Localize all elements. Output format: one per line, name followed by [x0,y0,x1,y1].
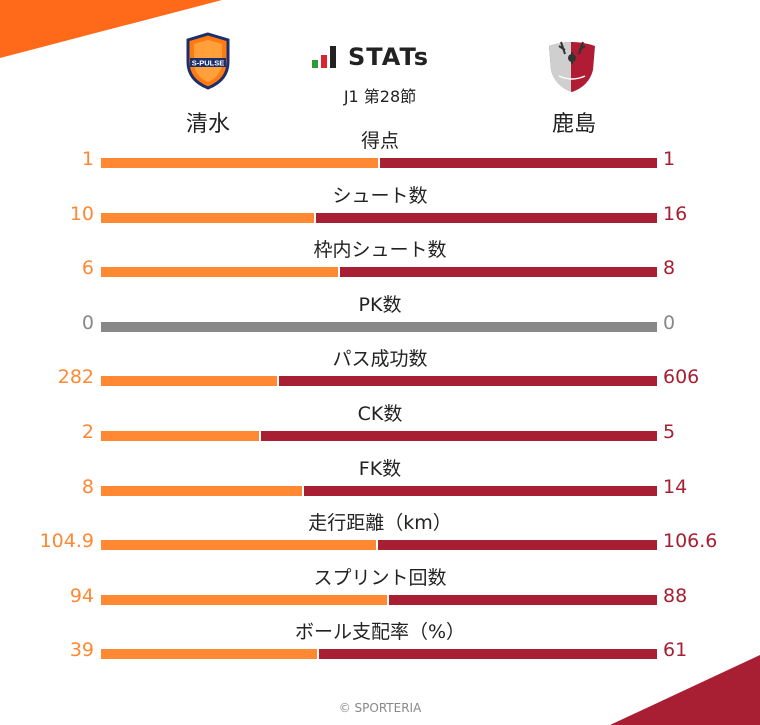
bar-divider [317,649,319,660]
away-bar [340,267,657,278]
neutral-bar [101,321,657,332]
away-value: 606 [663,366,700,389]
header: S-PULSE STATs J1 第28節 清水 鹿島 [0,0,760,140]
home-team-name: 清水 [185,112,230,137]
stat-row: ボール支配率（%） 39 61 [0,617,760,671]
bar-divider [387,594,389,605]
home-value: 10 [69,202,94,225]
stat-row: 枠内シュート数 6 8 [0,235,760,289]
bar-divider [277,376,279,387]
away-value: 61 [663,639,688,662]
stat-label: シュート数 [332,184,428,207]
away-value: 106.6 [663,530,718,553]
home-value: 1 [81,148,94,170]
away-value: 1 [663,148,676,170]
stat-bar [101,321,657,332]
home-value: 104.9 [39,530,94,553]
stat-label: FK数 [358,457,402,480]
home-value: 8 [81,475,94,498]
home-bar [101,376,277,387]
home-bar [101,212,314,223]
stat-bar [101,212,657,223]
home-bar [101,431,259,441]
orange-corner-stripe [0,0,222,58]
away-value: 8 [663,257,676,280]
red-corner-stripe [610,655,760,725]
stat-row: スプリント回数 94 88 [0,563,760,617]
away-bar [304,485,657,496]
stat-row: シュート数 10 16 [0,181,760,235]
home-value: 0 [81,311,94,334]
home-value: 94 [69,584,94,607]
bar-divider [314,212,316,223]
stat-bar [101,267,657,278]
home-bar [101,158,378,168]
stat-bar [101,594,657,605]
away-bar [389,594,657,605]
away-bar [279,376,657,387]
home-bar [101,540,376,551]
bar-divider [259,431,261,441]
home-bar [101,485,302,496]
away-bar [261,431,657,441]
stat-label: PK数 [358,293,402,316]
stat-label: スプリント回数 [313,566,447,589]
stat-row: パス成功数 282 606 [0,344,760,398]
away-value: 88 [663,584,688,607]
away-bar [316,212,657,223]
away-value: 16 [663,202,688,225]
shimizu-crest-icon: S-PULSE [186,32,230,90]
home-bar [101,594,387,605]
stat-label: 枠内シュート数 [313,239,447,262]
stat-row: 得点 1 1 [0,126,760,180]
home-value: 282 [57,366,94,389]
brand-title: STATs [348,43,429,71]
stats-logo-icon [312,46,336,68]
away-team-name: 鹿島 [551,112,596,137]
stat-bar [101,158,657,168]
away-value: 0 [663,311,676,334]
stat-row: CK数 2 5 [0,399,760,453]
home-value: 2 [81,421,94,443]
bar-divider [338,267,340,278]
crest-text: S-PULSE [192,59,225,68]
stat-label: ボール支配率（%） [294,621,466,644]
stat-bar [101,431,657,441]
stat-label: CK数 [357,403,403,425]
stat-row: PK数 0 0 [0,290,760,344]
stat-label: 走行距離（km） [308,512,452,535]
stat-bar [101,649,657,660]
away-value: 5 [663,421,676,443]
bar-divider [378,158,380,168]
bar-divider [302,485,304,496]
stat-bar [101,485,657,496]
stat-row: FK数 8 14 [0,454,760,508]
stat-row: 走行距離（km） 104.9 106.6 [0,508,760,562]
stat-bar [101,376,657,387]
stat-label: パス成功数 [332,348,428,371]
home-bar [101,649,317,660]
stat-label: 得点 [360,130,399,152]
away-bar [319,649,657,660]
stats-brand: STATs [310,42,429,72]
home-value: 6 [81,257,94,280]
home-value: 39 [69,639,94,662]
stat-bar [101,540,657,551]
copyright: © SPORTERIA [338,701,422,715]
bar-divider [376,540,378,551]
home-bar [101,267,338,278]
away-value: 14 [663,475,688,498]
away-bar [380,158,657,168]
away-bar [378,540,657,551]
match-round-label: J1 第28節 [343,87,417,106]
kashima-crest-icon [549,41,595,92]
